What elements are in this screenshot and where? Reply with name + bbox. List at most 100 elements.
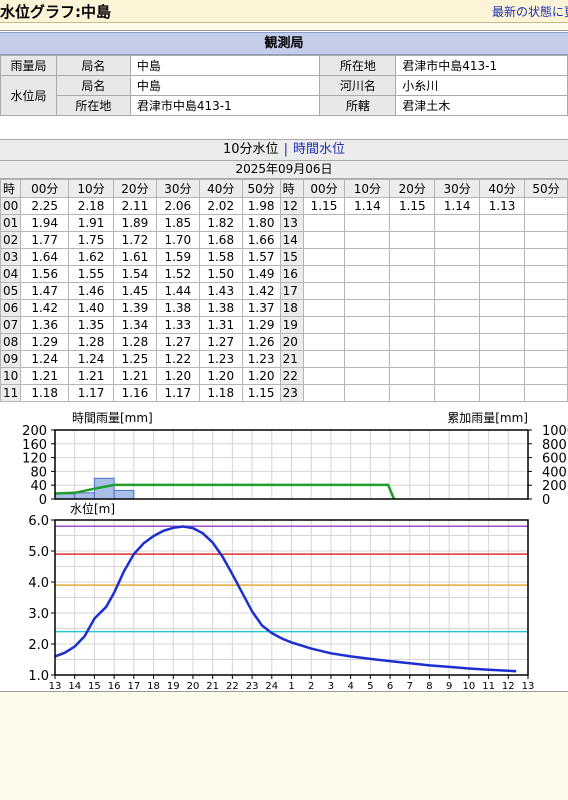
- time-tick-label: 7: [407, 681, 413, 691]
- table-row: 05 1.47 1.46 1.45 1.44 1.43 1.42 17: [0, 282, 568, 300]
- level-cell: [302, 299, 346, 317]
- level-cell: [302, 367, 346, 385]
- level-cell: 1.20: [155, 367, 200, 385]
- date-heading: 2025年09月06日: [0, 161, 568, 179]
- level-cell: [523, 316, 568, 334]
- hour-cell: 21: [279, 350, 304, 368]
- time-tick-label: 13: [49, 681, 62, 691]
- level-cell: 1.18: [20, 384, 70, 402]
- minute-header: 50分: [523, 179, 568, 198]
- minute-header: 10分: [68, 179, 114, 198]
- station-heading: 観測局: [0, 32, 568, 55]
- level-cell: [479, 231, 525, 249]
- rain-y-axis-label: 時間雨量[mm]: [72, 411, 153, 425]
- level-cell: 1.75: [68, 231, 114, 249]
- level-cell: [302, 384, 346, 402]
- water-y-tick-label: 6.0: [28, 514, 49, 529]
- water-y-tick-label: 5.0: [28, 545, 49, 560]
- station-info-table: 雨量局 局名 中島 所在地 君津市中島413-1 水位局 局名 中島 河川名 小…: [0, 55, 568, 116]
- hour-cell: 05: [0, 282, 22, 300]
- level-cell: 1.45: [113, 282, 157, 300]
- mode-separator: |: [283, 142, 288, 157]
- hour-cell: 23: [279, 384, 304, 402]
- level-cell: 1.82: [198, 214, 243, 232]
- level-cell: [479, 384, 525, 402]
- hourly-mode-link[interactable]: 時間水位: [292, 142, 345, 157]
- level-cell: 1.59: [155, 248, 200, 266]
- level-cell: 1.17: [155, 384, 200, 402]
- level-cell: 1.23: [198, 350, 243, 368]
- level-cell: 1.61: [113, 248, 157, 266]
- level-cell: [389, 214, 436, 232]
- hour-cell: 10: [0, 367, 22, 385]
- minute-header: 30分: [434, 179, 481, 198]
- level-cell: 1.43: [198, 282, 243, 300]
- rain-plot-frame: [54, 429, 529, 500]
- level-cell: 1.52: [155, 265, 200, 283]
- water-y-tick-label: 2.0: [28, 638, 49, 653]
- table-row: 09 1.24 1.24 1.25 1.22 1.23 1.23 21: [0, 350, 568, 368]
- level-cell: [523, 214, 568, 232]
- water-station-location: 君津市中島413-1: [129, 95, 321, 116]
- water-name-label: 局名: [55, 75, 131, 96]
- level-cell: [302, 265, 346, 283]
- water-station-label: 水位局: [0, 75, 57, 116]
- level-cell: 2.02: [198, 197, 243, 215]
- level-cell: 1.50: [198, 265, 243, 283]
- refresh-link[interactable]: 最新の状態に更: [492, 5, 568, 19]
- water-level-line: [54, 525, 517, 673]
- time-tick-label: 23: [246, 681, 259, 691]
- level-cell: [479, 282, 525, 300]
- rain-y2-tick-label: 800: [542, 438, 567, 453]
- hour-cell: 02: [0, 231, 22, 249]
- level-cell: [479, 299, 525, 317]
- minute-header: 40分: [198, 179, 243, 198]
- level-cell: 1.38: [155, 299, 200, 317]
- level-cell: [434, 316, 481, 334]
- level-cell: 1.24: [68, 350, 114, 368]
- minute-header: 20分: [389, 179, 436, 198]
- rain-y2-tick-label: 400: [542, 465, 567, 480]
- level-cell: 1.31: [198, 316, 243, 334]
- water-level-table: 時 00分 10分 20分 30分 40分 50分時 00分 10分 20分 30分 40分 50分 00…: [0, 179, 568, 402]
- water-y-tick-label: 3.0: [28, 607, 49, 622]
- hour-cell: 16: [279, 265, 304, 283]
- level-cell: [344, 248, 391, 266]
- level-cell: 1.21: [68, 367, 114, 385]
- level-cell: 1.36: [20, 316, 70, 334]
- level-cell: [389, 282, 436, 300]
- level-cell: [523, 265, 568, 283]
- hour-cell: 12: [279, 197, 304, 215]
- hour-cell: 04: [0, 265, 22, 283]
- table-row: 06 1.42 1.40 1.39 1.38 1.38 1.37 18: [0, 299, 568, 317]
- level-cell: [523, 248, 568, 266]
- office-label: 所轄: [319, 95, 397, 116]
- level-cell: 1.98: [241, 197, 281, 215]
- level-cell: [344, 299, 391, 317]
- rain-y-tick-label: 40: [30, 479, 47, 494]
- level-cell: 2.06: [155, 197, 200, 215]
- level-cell: 1.62: [68, 248, 114, 266]
- level-cell: [344, 265, 391, 283]
- time-tick-label: 12: [502, 681, 515, 691]
- level-cell: 1.42: [241, 282, 281, 300]
- level-cell: 1.39: [113, 299, 157, 317]
- level-cell: [302, 316, 346, 334]
- level-cell: 2.25: [20, 197, 70, 215]
- hour-cell: 18: [279, 299, 304, 317]
- hour-header: 時: [279, 179, 304, 198]
- level-cell: 1.54: [113, 265, 157, 283]
- hour-cell: 19: [279, 316, 304, 334]
- rain-name-label: 局名: [55, 55, 131, 76]
- minute-header: 30分: [155, 179, 200, 198]
- hour-cell: 11: [0, 384, 22, 402]
- water-y-tick-label: 1.0: [28, 669, 49, 684]
- level-cell: [389, 316, 436, 334]
- hour-cell: 13: [279, 214, 304, 232]
- level-cell: 1.33: [155, 316, 200, 334]
- rain-y-tick-label: 200: [22, 424, 47, 439]
- table-row: 02 1.77 1.75 1.72 1.70 1.68 1.66 14: [0, 231, 568, 249]
- level-cell: 1.17: [68, 384, 114, 402]
- level-cell: 1.91: [68, 214, 114, 232]
- level-cell: 1.28: [113, 333, 157, 351]
